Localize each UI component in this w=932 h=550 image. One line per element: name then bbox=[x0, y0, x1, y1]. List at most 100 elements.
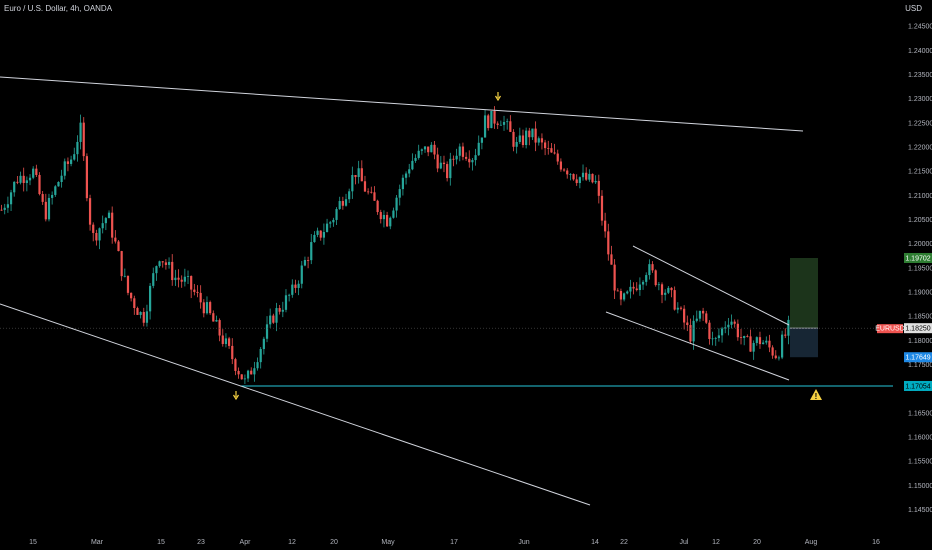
x-tick-label: 15 bbox=[157, 539, 165, 546]
candle-body bbox=[477, 142, 480, 156]
x-tick-label: 12 bbox=[712, 539, 720, 546]
warning-icon-mark: ! bbox=[815, 392, 818, 401]
candle-body bbox=[373, 192, 376, 201]
candle-body bbox=[515, 141, 518, 147]
y-tick-label: 1.15500 bbox=[908, 459, 932, 466]
warning-icon[interactable] bbox=[810, 389, 822, 400]
candle-body bbox=[303, 260, 307, 266]
x-tick-label: May bbox=[381, 539, 395, 546]
candle-body bbox=[291, 284, 294, 295]
candle-body bbox=[518, 135, 521, 142]
candle-body bbox=[278, 308, 281, 312]
candle-body bbox=[771, 347, 774, 356]
x-tick-label: 23 bbox=[197, 539, 205, 546]
candle-body bbox=[591, 173, 594, 183]
candle-body bbox=[714, 338, 717, 339]
candle-body bbox=[762, 342, 765, 345]
candle-body bbox=[288, 294, 291, 296]
stop-zone[interactable] bbox=[790, 328, 818, 358]
candle-body bbox=[581, 172, 585, 178]
x-tick-label: Jun bbox=[518, 539, 529, 546]
candle-body bbox=[664, 292, 667, 295]
candle-body bbox=[231, 345, 234, 360]
candle-body bbox=[733, 321, 736, 324]
candle-body bbox=[490, 110, 493, 129]
candle-body bbox=[117, 241, 120, 252]
candle-body bbox=[329, 222, 332, 224]
candle-body bbox=[41, 194, 44, 202]
candle-body bbox=[768, 340, 771, 348]
candle-body bbox=[645, 275, 648, 282]
candle-body bbox=[193, 289, 196, 292]
candle-body bbox=[95, 232, 98, 241]
candle-body bbox=[104, 218, 107, 224]
candle-body bbox=[540, 138, 544, 143]
candle-body bbox=[281, 309, 284, 312]
candle-body bbox=[528, 130, 531, 138]
candle-body bbox=[145, 311, 149, 323]
candle-body bbox=[692, 320, 695, 342]
candle-body bbox=[316, 230, 319, 235]
candle-body bbox=[502, 121, 506, 125]
candle-body bbox=[506, 121, 509, 123]
channel-top-line[interactable] bbox=[632, 245, 790, 326]
candle-body bbox=[439, 162, 442, 169]
target-zone[interactable] bbox=[790, 257, 818, 329]
candle-body bbox=[638, 284, 642, 291]
upper-resistance-line[interactable] bbox=[0, 76, 804, 132]
candle-body bbox=[60, 175, 63, 182]
candle-body bbox=[370, 191, 373, 193]
candle-body bbox=[597, 180, 600, 196]
x-tick-label: 22 bbox=[620, 539, 628, 546]
channel-bottom-line[interactable] bbox=[605, 311, 790, 381]
candle-body bbox=[186, 276, 190, 277]
candle-body bbox=[569, 174, 572, 175]
candle-body bbox=[341, 201, 344, 206]
candle-body bbox=[130, 292, 133, 299]
candle-body bbox=[784, 334, 787, 336]
candle-body bbox=[88, 198, 92, 225]
candle-body bbox=[594, 180, 597, 183]
candle-body bbox=[32, 168, 35, 178]
candle-body bbox=[297, 283, 300, 288]
x-tick-label: Mar bbox=[91, 539, 104, 546]
candle-body bbox=[202, 302, 205, 314]
candle-body bbox=[152, 273, 155, 286]
candle-body bbox=[442, 162, 446, 165]
y-tick-label: 1.20500 bbox=[908, 217, 932, 224]
candle-body bbox=[256, 362, 259, 369]
candle-body bbox=[382, 214, 386, 220]
y-tick-label: 1.24000 bbox=[908, 48, 932, 55]
candle-body bbox=[452, 158, 455, 160]
candle-body bbox=[246, 370, 250, 379]
candle-body bbox=[344, 199, 348, 206]
candle-body bbox=[98, 228, 101, 241]
candle-body bbox=[531, 128, 534, 138]
candle-body bbox=[16, 181, 19, 183]
candle-body bbox=[780, 334, 784, 358]
candle-body bbox=[322, 232, 326, 238]
candle-body bbox=[142, 312, 145, 323]
y-tick-label: 1.22000 bbox=[908, 144, 932, 151]
candle-body bbox=[686, 322, 689, 326]
candle-body bbox=[660, 284, 664, 295]
candle-body bbox=[607, 231, 610, 255]
candle-body bbox=[85, 156, 89, 199]
candle-body bbox=[610, 254, 613, 265]
lower-diagonal-line[interactable] bbox=[0, 303, 591, 506]
candle-body bbox=[408, 169, 411, 174]
candle-body bbox=[404, 173, 408, 178]
candle-body bbox=[107, 212, 111, 219]
candle-body bbox=[332, 219, 335, 223]
candle-body bbox=[493, 110, 496, 124]
candle-body bbox=[752, 342, 755, 352]
price-tag-current bbox=[904, 323, 932, 334]
candle-body bbox=[385, 214, 389, 227]
candle-body bbox=[44, 201, 47, 220]
candle-body bbox=[724, 327, 727, 329]
x-tick-label: Jul bbox=[680, 539, 689, 546]
candle-body bbox=[499, 124, 502, 126]
candle-body bbox=[209, 302, 212, 314]
y-tick-label: 1.19500 bbox=[908, 265, 932, 272]
